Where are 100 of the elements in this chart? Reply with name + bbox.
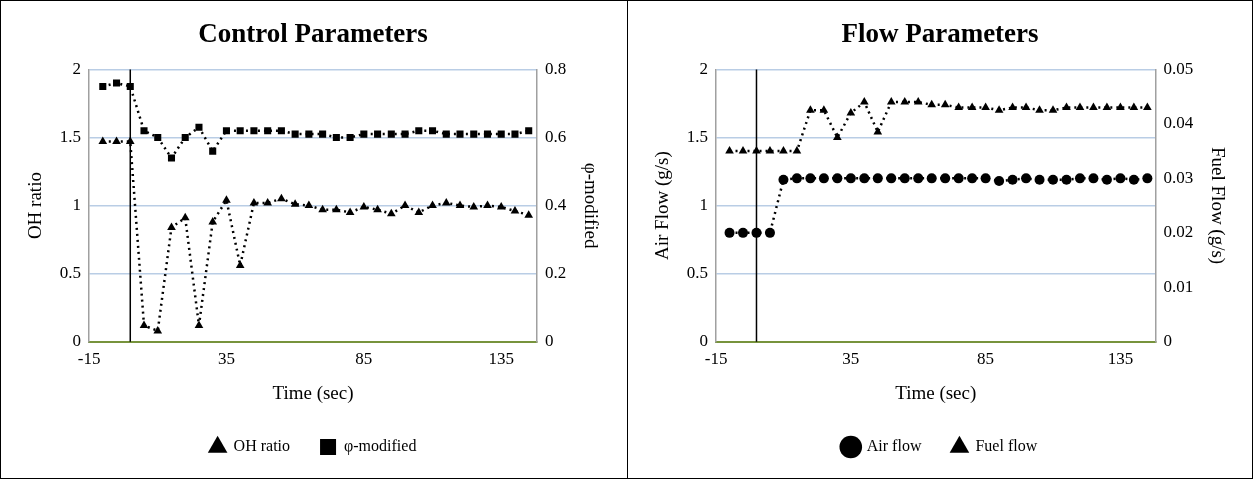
point xyxy=(819,105,828,113)
x-tick-label: -15 xyxy=(704,349,727,369)
point xyxy=(332,133,340,142)
chart-title: Control Parameters xyxy=(198,18,428,49)
point xyxy=(1129,102,1138,111)
point xyxy=(469,201,479,210)
point xyxy=(524,210,534,218)
point xyxy=(765,146,774,154)
point xyxy=(953,173,964,184)
point xyxy=(304,200,314,209)
point xyxy=(872,173,883,184)
y2-tick-label: 0 xyxy=(544,331,554,351)
y2-tick-label: 0.05 xyxy=(1162,58,1193,78)
chart-title: Flow Parameters xyxy=(840,18,1039,49)
x-tick-label: 135 xyxy=(488,349,514,369)
point xyxy=(738,146,747,154)
point xyxy=(1115,102,1125,111)
point xyxy=(167,154,176,162)
point xyxy=(511,130,519,138)
y-tick-label: 0.5 xyxy=(686,263,708,283)
y2-tick-label: 0.02 xyxy=(1162,222,1193,242)
point xyxy=(332,204,341,213)
point xyxy=(885,173,896,184)
point xyxy=(153,325,163,334)
point xyxy=(470,130,478,138)
point xyxy=(401,130,409,138)
point xyxy=(140,127,148,135)
point xyxy=(926,99,936,108)
point xyxy=(804,173,815,184)
point xyxy=(318,204,327,213)
point xyxy=(319,130,327,138)
point xyxy=(386,208,396,217)
x-tick-label: 85 xyxy=(355,349,373,369)
point xyxy=(167,222,176,230)
y-tick-label: 2 xyxy=(72,58,82,78)
point xyxy=(1021,102,1030,111)
point xyxy=(1075,102,1084,111)
point xyxy=(194,320,204,328)
point xyxy=(277,193,286,202)
y-tick-label: 1 xyxy=(72,195,82,215)
y2-axis-title: Fuel Flow (g/s) xyxy=(1206,147,1229,265)
point xyxy=(249,197,259,206)
y2-tick-label: 0.01 xyxy=(1162,276,1193,296)
point xyxy=(1142,102,1152,111)
point xyxy=(899,173,910,184)
point xyxy=(737,227,748,238)
point xyxy=(98,136,108,145)
point xyxy=(791,173,802,184)
point xyxy=(277,127,285,135)
y-axis-title: Air Flow (g/s) xyxy=(650,151,673,260)
point xyxy=(374,130,382,138)
legend-label: OH ratio xyxy=(233,437,291,455)
point xyxy=(939,173,950,184)
point xyxy=(792,146,801,154)
point xyxy=(1141,173,1152,184)
point xyxy=(525,127,533,135)
y2-tick-label: 0.4 xyxy=(544,195,567,215)
point xyxy=(886,97,896,105)
point xyxy=(250,127,258,135)
point xyxy=(209,147,217,155)
legend-label: Fuel flow xyxy=(974,437,1038,455)
point xyxy=(442,130,450,138)
point xyxy=(346,133,354,142)
point xyxy=(1087,173,1098,184)
point xyxy=(777,174,788,185)
point xyxy=(112,79,121,87)
point xyxy=(805,105,815,113)
point xyxy=(483,200,492,209)
point xyxy=(112,136,121,145)
point xyxy=(872,127,882,135)
point xyxy=(415,127,423,135)
point xyxy=(1061,102,1071,111)
legend-label: φ-modified xyxy=(344,437,417,456)
y-axis-title: OH ratio xyxy=(24,172,46,240)
point xyxy=(235,260,245,269)
point xyxy=(966,173,977,184)
point xyxy=(1088,102,1098,111)
point xyxy=(1074,173,1085,184)
point xyxy=(222,195,231,203)
point xyxy=(99,82,107,90)
point xyxy=(818,173,829,184)
point xyxy=(858,173,869,184)
point xyxy=(428,200,437,209)
point xyxy=(845,173,856,184)
point xyxy=(483,130,492,138)
y2-tick-label: 0.8 xyxy=(544,58,567,78)
point xyxy=(180,212,190,221)
point xyxy=(373,204,382,213)
point xyxy=(456,130,464,138)
point xyxy=(1101,174,1112,185)
point xyxy=(724,146,734,154)
point xyxy=(967,102,976,111)
point xyxy=(912,173,923,184)
point xyxy=(1048,105,1057,113)
point xyxy=(154,133,162,142)
point xyxy=(993,176,1004,187)
point xyxy=(1007,174,1018,185)
y2-tick-label: 0 xyxy=(1162,331,1172,351)
point xyxy=(263,197,272,206)
point xyxy=(778,146,788,154)
